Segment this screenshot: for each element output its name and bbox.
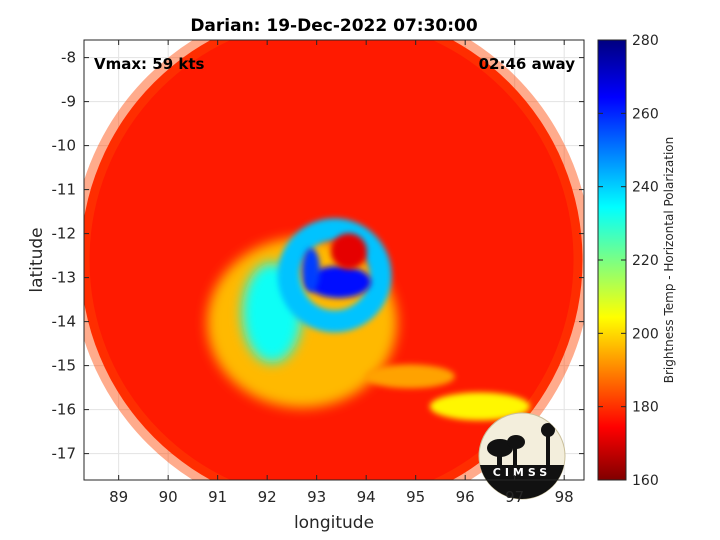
colorbar-tick-label: 160	[632, 473, 659, 489]
logo-text: CIMSS	[493, 466, 551, 479]
x-tick-label: 89	[109, 488, 128, 506]
y-tick-label: -16	[52, 401, 77, 419]
axes-box	[83, 39, 585, 481]
swath-edge	[84, 40, 584, 480]
colorbar-ticks: 160 180 200 220 240 260 280	[598, 33, 659, 489]
x-tick-label: 91	[208, 488, 227, 506]
colorbar-tick-label: 180	[632, 400, 659, 416]
colorbar-tick-label: 260	[632, 106, 659, 122]
inner-core-arc	[301, 248, 320, 292]
colorbar-label: Brightness Temp - Horizontal Polarizatio…	[662, 137, 676, 384]
time-away-annotation: 02:46 away	[479, 55, 576, 73]
chart-title: Darian: 19-Dec-2022 07:30:00	[190, 16, 478, 36]
x-axis-ticks: 89 90 91 92 93 94 95 96 97 98	[109, 40, 574, 506]
colorbar-tick-label: 240	[632, 180, 659, 196]
x-tick-label: 90	[159, 488, 178, 506]
x-tick-label: 92	[258, 488, 277, 506]
x-tick-label: 97	[505, 488, 524, 506]
feature-eye	[330, 233, 367, 270]
y-tick-label: -10	[52, 137, 77, 155]
y-axis-ticks: -8 -9 -10 -11 -12 -13 -14 -15 -16 -17	[52, 49, 584, 463]
storm-features	[207, 218, 530, 421]
x-tick-label: 93	[307, 488, 326, 506]
y-tick-label: -9	[61, 93, 76, 111]
x-tick-label: 94	[357, 488, 376, 506]
y-tick-label: -12	[52, 225, 77, 243]
feature-southeast-bands	[429, 392, 530, 421]
colorbar-tick-label: 200	[632, 326, 659, 342]
x-tick-label: 98	[555, 488, 574, 506]
x-tick-label: 96	[456, 488, 475, 506]
y-axis-label: latitude	[27, 227, 47, 292]
feature-inner-core	[306, 266, 371, 298]
feature-band-patch	[364, 364, 455, 389]
y-tick-label: -13	[52, 269, 77, 287]
y-tick-label: -11	[52, 181, 77, 199]
colorbar-tick-label: 220	[632, 253, 659, 269]
y-tick-label: -17	[52, 445, 77, 463]
cimss-logo: CIMSS	[478, 412, 566, 500]
x-axis-label: longitude	[294, 513, 374, 533]
y-tick-label: -15	[52, 357, 77, 375]
colorbar-tick-label: 280	[632, 33, 659, 49]
vmax-annotation: Vmax: 59 kts	[94, 55, 204, 73]
heatmap	[84, 40, 584, 480]
feature-eyewall	[277, 218, 392, 333]
y-tick-label: -8	[61, 49, 76, 67]
x-tick-label: 95	[406, 488, 425, 506]
y-tick-label: -14	[52, 313, 77, 331]
